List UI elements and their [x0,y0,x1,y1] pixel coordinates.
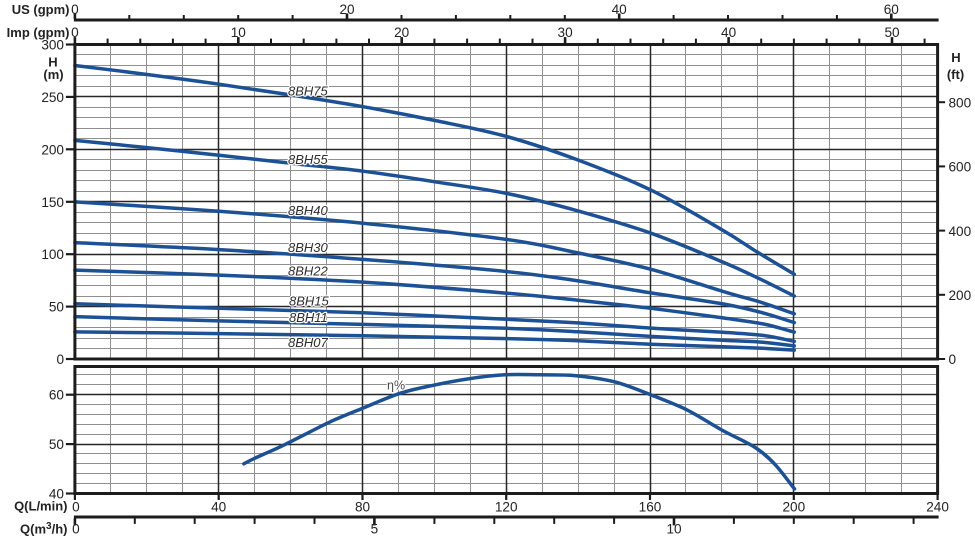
svg-text:800: 800 [949,95,972,110]
svg-text:η%: η% [387,379,405,393]
svg-text:0: 0 [72,522,80,537]
svg-text:8BH75: 8BH75 [288,84,329,99]
svg-text:0: 0 [72,499,80,514]
svg-text:200: 200 [949,288,972,303]
svg-text:8BH22: 8BH22 [288,264,329,279]
svg-text:50: 50 [49,437,65,452]
svg-text:0: 0 [71,25,79,40]
svg-text:8BH15: 8BH15 [289,294,330,309]
svg-text:120: 120 [495,499,518,514]
svg-text:H: H [951,50,960,65]
svg-text:5: 5 [371,522,379,537]
svg-text:300: 300 [41,38,64,53]
svg-text:40: 40 [49,487,65,502]
svg-text:8BH11: 8BH11 [289,310,328,325]
svg-text:(ft): (ft) [947,67,964,82]
svg-text:200: 200 [41,142,64,157]
svg-text:600: 600 [949,160,972,175]
svg-text:8BH55: 8BH55 [288,152,329,167]
svg-text:40: 40 [721,25,737,40]
svg-text:Q(m3/h): Q(m3/h) [20,521,67,537]
svg-text:20: 20 [394,25,410,40]
svg-text:200: 200 [782,499,805,514]
svg-text:0: 0 [71,2,79,17]
svg-text:0: 0 [56,352,64,367]
svg-text:0: 0 [949,352,957,367]
svg-text:160: 160 [639,499,662,514]
svg-text:40: 40 [211,499,227,514]
svg-text:8BH07: 8BH07 [288,335,329,350]
svg-text:250: 250 [41,90,64,105]
svg-text:240: 240 [926,499,949,514]
svg-text:H: H [48,55,57,70]
svg-text:30: 30 [558,25,574,40]
svg-text:Q(L/min): Q(L/min) [14,499,67,514]
svg-text:60: 60 [49,388,65,403]
svg-text:(m): (m) [43,67,63,82]
svg-text:US (gpm): US (gpm) [12,2,70,17]
svg-text:150: 150 [41,195,64,210]
svg-text:100: 100 [41,247,64,262]
svg-text:8BH30: 8BH30 [288,240,329,255]
svg-text:Imp (gpm): Imp (gpm) [7,25,70,40]
svg-text:20: 20 [339,2,355,17]
svg-text:10: 10 [666,522,682,537]
svg-text:8BH40: 8BH40 [288,203,329,218]
svg-text:50: 50 [49,300,65,315]
svg-text:60: 60 [884,2,900,17]
svg-text:400: 400 [949,224,972,239]
svg-text:40: 40 [612,2,628,17]
svg-text:80: 80 [355,499,371,514]
svg-text:10: 10 [231,25,247,40]
svg-text:50: 50 [884,25,900,40]
